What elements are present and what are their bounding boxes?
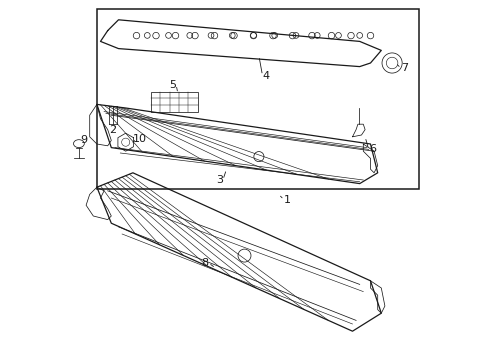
Text: 4: 4 xyxy=(262,71,269,81)
Text: 10: 10 xyxy=(133,134,147,144)
Text: 7: 7 xyxy=(400,63,407,73)
Bar xyxy=(97,9,418,189)
Bar xyxy=(151,92,197,112)
Text: 8: 8 xyxy=(201,258,208,268)
Text: 9: 9 xyxy=(81,135,88,145)
Text: 2: 2 xyxy=(109,125,117,135)
Text: 1: 1 xyxy=(284,195,291,205)
Text: 6: 6 xyxy=(368,144,375,154)
Text: 3: 3 xyxy=(215,175,223,185)
Text: 5: 5 xyxy=(169,80,176,90)
